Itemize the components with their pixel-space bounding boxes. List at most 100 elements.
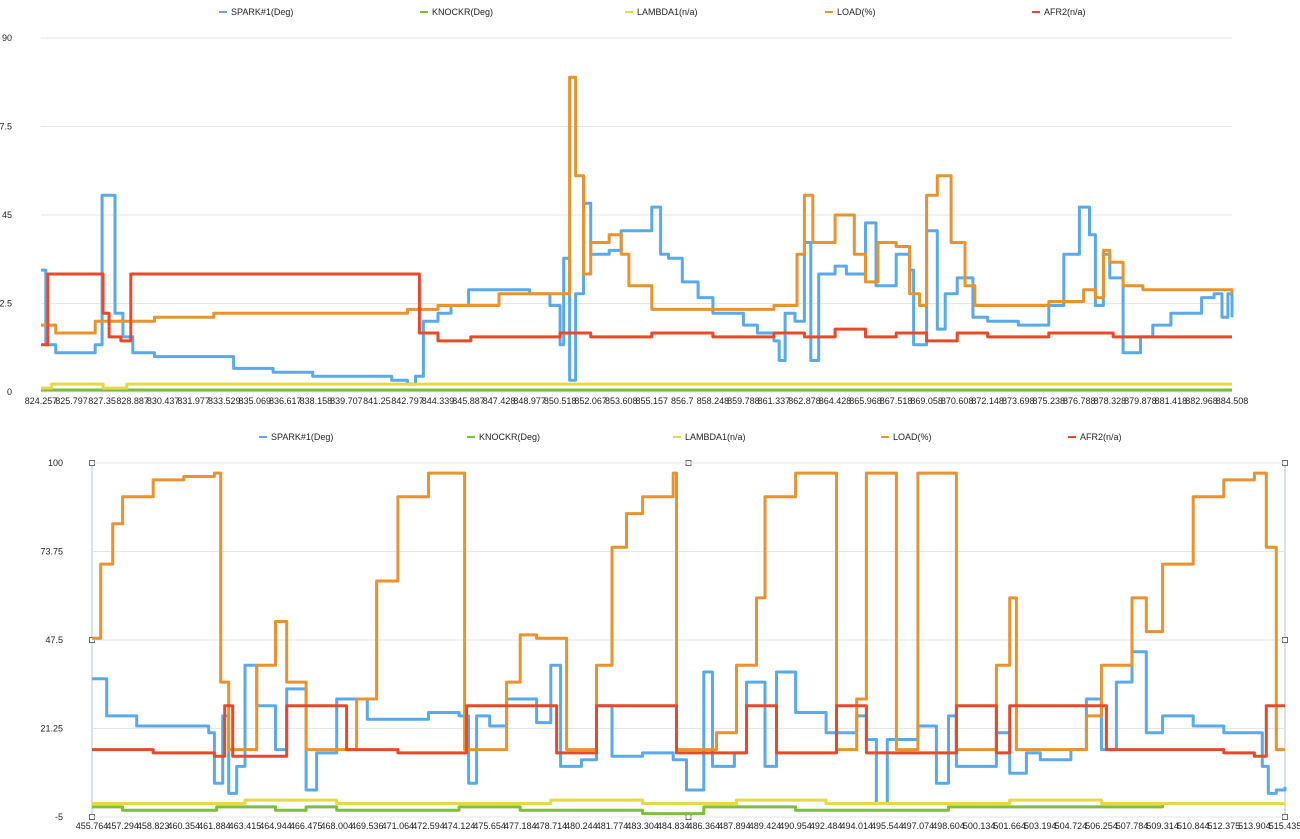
- bottom-x-tick-label: 495.544: [871, 821, 904, 831]
- top-y-tick-label: 0: [7, 387, 12, 397]
- bottom-x-tick-label: 463.415: [229, 821, 262, 831]
- bottom-x-tick-label: 457.294: [106, 821, 139, 831]
- bottom-x-tick-label: 461.884: [198, 821, 231, 831]
- top-x-tick-label: 838.158: [300, 396, 333, 406]
- top-x-tick-label: 841.25: [363, 396, 391, 406]
- bottom-x-tick-label: 478.714: [535, 821, 568, 831]
- bottom-x-tick-label: 480.244: [565, 821, 598, 831]
- bottom-x-tick-label: 458.823: [137, 821, 170, 831]
- bottom-x-tick-label: 464.944: [259, 821, 292, 831]
- top-x-tick-label: 872.148: [971, 396, 1004, 406]
- top-x-tick-label: 853.608: [605, 396, 638, 406]
- bottom-x-tick-label: 475.654: [473, 821, 506, 831]
- chart-top-svg: SPARK#1(Deg) KNOCKR(Deg) LAMBDA1(n/a) LOAD(…: [0, 7, 1249, 406]
- chart-bottom: SPARK#1(Deg) KNOCKR(Deg) LAMBDA1(n/a) LOAD(…: [0, 425, 1300, 839]
- top-series-spark-1-deg: [41, 193, 1234, 386]
- bottom-x-tick-label: 494.014: [840, 821, 873, 831]
- bottom-x-tick-label: 501.664: [993, 821, 1026, 831]
- top-x-tick-label: 858.248: [697, 396, 730, 406]
- top-x-tick-label: 882.968: [1185, 396, 1218, 406]
- bottom-x-tick-label: 477.184: [504, 821, 537, 831]
- top-x-tick-label: 833.529: [208, 396, 241, 406]
- bottom-x-tick-label: 469.536: [351, 821, 384, 831]
- bottom-y-tick-label: 47.5: [45, 635, 63, 645]
- bottom-x-tick-label: 483.304: [626, 821, 659, 831]
- top-x-tick-label: 881.418: [1155, 396, 1188, 406]
- bottom-series-afr2-n-a: [92, 704, 1285, 758]
- top-x-tick-label: 828.887: [116, 396, 149, 406]
- top-x-tick-label: 827.35: [88, 396, 116, 406]
- top-x-tick-label: 869.058: [910, 396, 943, 406]
- top-x-tick-label: 830.437: [147, 396, 180, 406]
- top-series-lambda1-n-a: [41, 382, 1232, 390]
- top-y-tick-label: 67.5: [0, 122, 12, 132]
- top-x-tick-label: 864.428: [819, 396, 852, 406]
- bottom-x-tick-label: 512.375: [1208, 821, 1241, 831]
- top-x-tick-label: 835.069: [238, 396, 271, 406]
- top-series-afr2-n-a: [41, 272, 1232, 347]
- top-x-tick-label: 873.698: [1002, 396, 1035, 406]
- bottom-x-tick-label: 506.254: [1085, 821, 1118, 831]
- top-x-tick-label: 842.797: [391, 396, 424, 406]
- bottom-x-tick-label: 509.314: [1146, 821, 1179, 831]
- top-x-tick-label: 875.238: [1032, 396, 1065, 406]
- bottom-x-tick-label: 466.475: [290, 821, 323, 831]
- top-x-tick-label: 848.977: [513, 396, 546, 406]
- bottom-y-tick-label: 73.75: [40, 547, 63, 557]
- bottom-x-tick-label: 490.954: [779, 821, 812, 831]
- top-legend-label-load: LOAD(%): [837, 7, 876, 17]
- bottom-legend-label-load: LOAD(%): [893, 432, 932, 442]
- top-x-tick-label: 831.977: [177, 396, 210, 406]
- bottom-y-tick-label: -5: [55, 812, 63, 822]
- top-x-tick-label: 855.157: [635, 396, 668, 406]
- chart-bottom-svg: SPARK#1(Deg) KNOCKR(Deg) LAMBDA1(n/a) LOAD(…: [40, 432, 1300, 831]
- chart-top: SPARK#1(Deg) KNOCKR(Deg) LAMBDA1(n/a) LOAD(…: [0, 0, 1300, 410]
- top-x-tick-label: 845.887: [452, 396, 485, 406]
- top-x-tick-label: 844.339: [422, 396, 455, 406]
- bottom-legend-label-spark-1-deg: SPARK#1(Deg): [271, 432, 333, 442]
- bottom-series-knockr-deg: [92, 802, 1285, 816]
- top-series-load: [41, 75, 1234, 335]
- bottom-y-tick-label: 21.25: [40, 724, 63, 734]
- bottom-x-tick-label: 486.364: [688, 821, 721, 831]
- top-x-tick-label: 824.257: [25, 396, 58, 406]
- bottom-legend-label-knockr-deg: KNOCKR(Deg): [479, 432, 540, 442]
- top-y-tick-label: 45: [2, 210, 12, 220]
- bottom-y-tick-label: 100: [48, 458, 63, 468]
- bottom-x-tick-label: 510.844: [1177, 821, 1210, 831]
- top-x-tick-label: 850.518: [544, 396, 577, 406]
- bottom-legend-label-afr2-n-a: AFR2(n/a): [1080, 432, 1122, 442]
- top-legend-label-knockr-deg: KNOCKR(Deg): [432, 7, 493, 17]
- bottom-x-tick-label: 472.594: [412, 821, 445, 831]
- top-x-tick-label: 859.788: [727, 396, 760, 406]
- bottom-x-tick-label: 507.784: [1116, 821, 1149, 831]
- bottom-x-tick-label: 471.064: [382, 821, 415, 831]
- bottom-legend-label-lambda1-n-a: LAMBDA1(n/a): [685, 432, 746, 442]
- bottom-x-tick-label: 484.834: [657, 821, 690, 831]
- top-legend-label-spark-1-deg: SPARK#1(Deg): [231, 7, 293, 17]
- top-x-tick-label: 867.518: [880, 396, 913, 406]
- bottom-x-tick-label: 504.724: [1055, 821, 1088, 831]
- top-y-tick-label: 90: [2, 33, 12, 43]
- bottom-series-lambda1-n-a: [92, 798, 1285, 805]
- bottom-x-tick-label: 503.194: [1024, 821, 1057, 831]
- bottom-x-tick-label: 474.124: [443, 821, 476, 831]
- bottom-series-load: [92, 471, 1285, 752]
- top-x-tick-label: 879.878: [1124, 396, 1157, 406]
- bottom-x-tick-label: 498.604: [932, 821, 965, 831]
- top-x-tick-label: 876.788: [1063, 396, 1096, 406]
- bottom-x-tick-label: 455.764: [76, 821, 109, 831]
- bottom-x-tick-label: 489.424: [749, 821, 782, 831]
- top-x-tick-label: 884.508: [1216, 396, 1249, 406]
- top-x-tick-label: 836.617: [269, 396, 302, 406]
- top-legend-label-afr2-n-a: AFR2(n/a): [1044, 7, 1086, 17]
- top-x-tick-label: 856.7: [671, 396, 694, 406]
- top-x-tick-label: 862.878: [788, 396, 821, 406]
- top-x-tick-label: 861.337: [758, 396, 791, 406]
- bottom-x-tick-label: 481.774: [596, 821, 629, 831]
- top-x-tick-label: 852.067: [574, 396, 607, 406]
- bottom-x-tick-label: 515.435: [1269, 821, 1300, 831]
- top-y-tick-label: 22.5: [0, 299, 12, 309]
- bottom-x-tick-label: 492.484: [810, 821, 843, 831]
- bottom-x-tick-label: 468.004: [320, 821, 353, 831]
